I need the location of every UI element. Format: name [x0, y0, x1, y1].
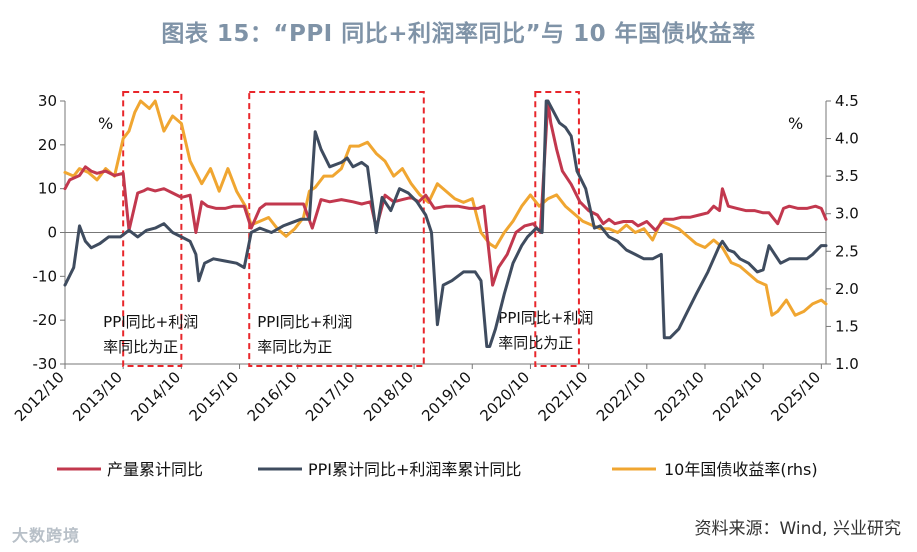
left-tick-label: 30: [38, 92, 57, 110]
left-unit-label: %: [98, 114, 113, 133]
annotation-text: 率同比为正: [103, 338, 178, 356]
x-tick-label: 2015/10: [186, 368, 243, 425]
x-tick-label: 2018/10: [360, 368, 417, 425]
annotation-box-3: [534, 91, 580, 367]
left-tick-label: 10: [38, 180, 57, 198]
x-tick-label: 2016/10: [244, 368, 301, 425]
x-tick-label: 2012/10: [11, 368, 68, 425]
x-tick-label: 2022/10: [593, 368, 650, 425]
right-tick-label: 1.0: [835, 355, 859, 373]
annotation-text: 率同比为正: [498, 334, 573, 352]
annotation-text: PPI同比+利润: [257, 313, 352, 331]
right-tick-label: 2.5: [835, 242, 859, 260]
left-tick-label: -10: [33, 267, 58, 285]
right-tick-label: 4.5: [835, 92, 859, 110]
axes: -30 -20 -10 0 10 20 30 1.0 1.5 2.0 2.5 3.0 3.5 4.0 4.5…: [11, 92, 859, 425]
legend: 产量累计同比 PPI累计同比+利润率累计同比 10年国债收益率(rhs): [57, 460, 818, 479]
right-tick-label: 2.0: [835, 280, 859, 298]
chart-title: 图表 15：“PPI 同比+利润率同比”与 10 年国债收益率: [161, 21, 756, 47]
legend-label-1: 产量累计同比: [107, 460, 203, 479]
legend-label-3: 10年国债收益率(rhs): [664, 460, 818, 479]
x-tick-label: 2020/10: [476, 368, 533, 425]
x-tick-label: 2021/10: [535, 368, 592, 425]
left-tick-label: 20: [38, 136, 57, 154]
right-unit-label: %: [788, 114, 803, 133]
right-tick-label: 3.0: [835, 205, 859, 223]
x-tick-label: 2013/10: [69, 368, 126, 425]
watermark: 大数跨境: [12, 526, 81, 545]
left-tick-label: -20: [33, 311, 58, 329]
annotation-text: 率同比为正: [257, 338, 332, 356]
annotation-text: PPI同比+利润: [103, 313, 198, 331]
x-tick-label: 2014/10: [127, 368, 184, 425]
right-tick-label: 1.5: [835, 317, 859, 335]
right-tick-label: 3.5: [835, 167, 859, 185]
right-tick-label: 4.0: [835, 130, 859, 148]
series-layer: [63, 99, 828, 348]
source-note: 资料来源：Wind, 兴业研究: [694, 519, 901, 539]
x-tick-label: 2025/10: [767, 368, 824, 425]
annotation-text: PPI同比+利润: [498, 309, 593, 327]
left-tick-label: 0: [47, 224, 57, 242]
x-tick-label: 2019/10: [418, 368, 475, 425]
legend-label-2: PPI累计同比+利润率累计同比: [308, 460, 521, 479]
series-line-3: [63, 99, 828, 317]
annotation-box-2: [248, 91, 425, 367]
series-line-1: [63, 99, 828, 287]
x-tick-label: 2017/10: [302, 368, 359, 425]
annotation-box-1: [122, 91, 183, 367]
x-tick-label: 2023/10: [651, 368, 708, 425]
x-tick-label: 2024/10: [709, 368, 766, 425]
series-line-2: [63, 99, 828, 348]
left-tick-label: -30: [33, 355, 58, 373]
